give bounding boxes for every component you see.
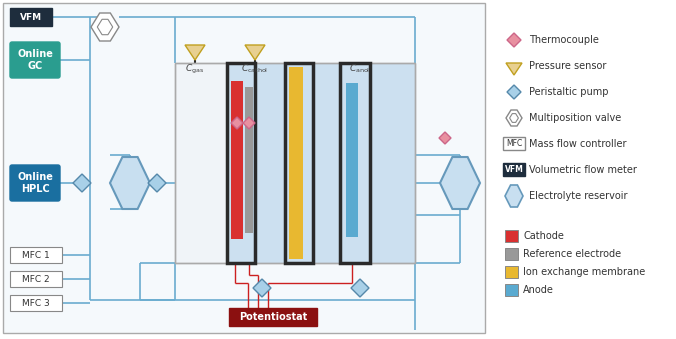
- Bar: [503, 137, 525, 150]
- Polygon shape: [505, 185, 523, 207]
- Polygon shape: [110, 157, 150, 209]
- Text: Cathode: Cathode: [523, 231, 564, 241]
- Polygon shape: [231, 117, 243, 129]
- Polygon shape: [253, 279, 271, 297]
- Text: Potentiostat: Potentiostat: [239, 312, 307, 322]
- Bar: [229, 308, 317, 326]
- Text: MFC 1: MFC 1: [22, 251, 50, 259]
- Polygon shape: [243, 117, 255, 129]
- Text: Electrolyte reservoir: Electrolyte reservoir: [529, 191, 627, 201]
- Text: MFC: MFC: [506, 140, 522, 148]
- Text: VFM: VFM: [504, 165, 523, 175]
- Bar: [10, 247, 62, 263]
- Bar: [505, 248, 518, 260]
- Text: Thermocouple: Thermocouple: [529, 35, 599, 45]
- Bar: [10, 271, 62, 287]
- Polygon shape: [91, 13, 119, 41]
- Text: Multiposition valve: Multiposition valve: [529, 113, 621, 123]
- Polygon shape: [440, 157, 480, 209]
- Bar: [227, 63, 415, 263]
- Bar: [227, 63, 255, 263]
- Text: $C_\mathrm{cathol}$: $C_\mathrm{cathol}$: [241, 63, 268, 75]
- FancyBboxPatch shape: [10, 165, 60, 201]
- Bar: [175, 63, 415, 263]
- Text: VFM: VFM: [20, 13, 42, 21]
- Polygon shape: [507, 85, 521, 99]
- Polygon shape: [439, 132, 451, 144]
- Text: MFC 2: MFC 2: [22, 275, 50, 283]
- Polygon shape: [510, 114, 518, 122]
- Polygon shape: [97, 19, 113, 35]
- Bar: [245, 87, 253, 233]
- Polygon shape: [148, 174, 166, 192]
- Polygon shape: [507, 33, 521, 47]
- Text: $C_\mathrm{anol}$: $C_\mathrm{anol}$: [349, 63, 370, 75]
- Bar: [10, 295, 62, 311]
- Bar: [285, 63, 313, 263]
- Text: Pressure sensor: Pressure sensor: [529, 61, 606, 71]
- Text: Online
GC: Online GC: [17, 49, 53, 71]
- Polygon shape: [506, 63, 522, 75]
- Bar: [289, 67, 303, 259]
- Bar: [3, 3, 485, 333]
- Text: Online
HPLC: Online HPLC: [17, 172, 53, 194]
- Text: $C_\mathrm{gas}$: $C_\mathrm{gas}$: [185, 62, 205, 76]
- Bar: [10, 8, 52, 26]
- Bar: [503, 163, 525, 176]
- Bar: [175, 63, 227, 263]
- Polygon shape: [245, 45, 265, 60]
- Text: Mass flow controller: Mass flow controller: [529, 139, 627, 149]
- Text: Volumetric flow meter: Volumetric flow meter: [529, 165, 637, 175]
- Bar: [505, 266, 518, 278]
- FancyBboxPatch shape: [10, 42, 60, 78]
- Text: Ion exchange membrane: Ion exchange membrane: [523, 267, 646, 277]
- Polygon shape: [351, 279, 369, 297]
- Text: MFC 3: MFC 3: [22, 299, 50, 307]
- Bar: [231, 81, 243, 239]
- Text: Reference electrode: Reference electrode: [523, 249, 621, 259]
- Bar: [340, 63, 370, 263]
- Polygon shape: [185, 45, 205, 60]
- Bar: [346, 83, 358, 237]
- Polygon shape: [506, 110, 522, 126]
- Bar: [505, 284, 518, 296]
- Bar: [505, 230, 518, 242]
- Polygon shape: [73, 174, 91, 192]
- Text: Peristaltic pump: Peristaltic pump: [529, 87, 608, 97]
- Text: Anode: Anode: [523, 285, 554, 295]
